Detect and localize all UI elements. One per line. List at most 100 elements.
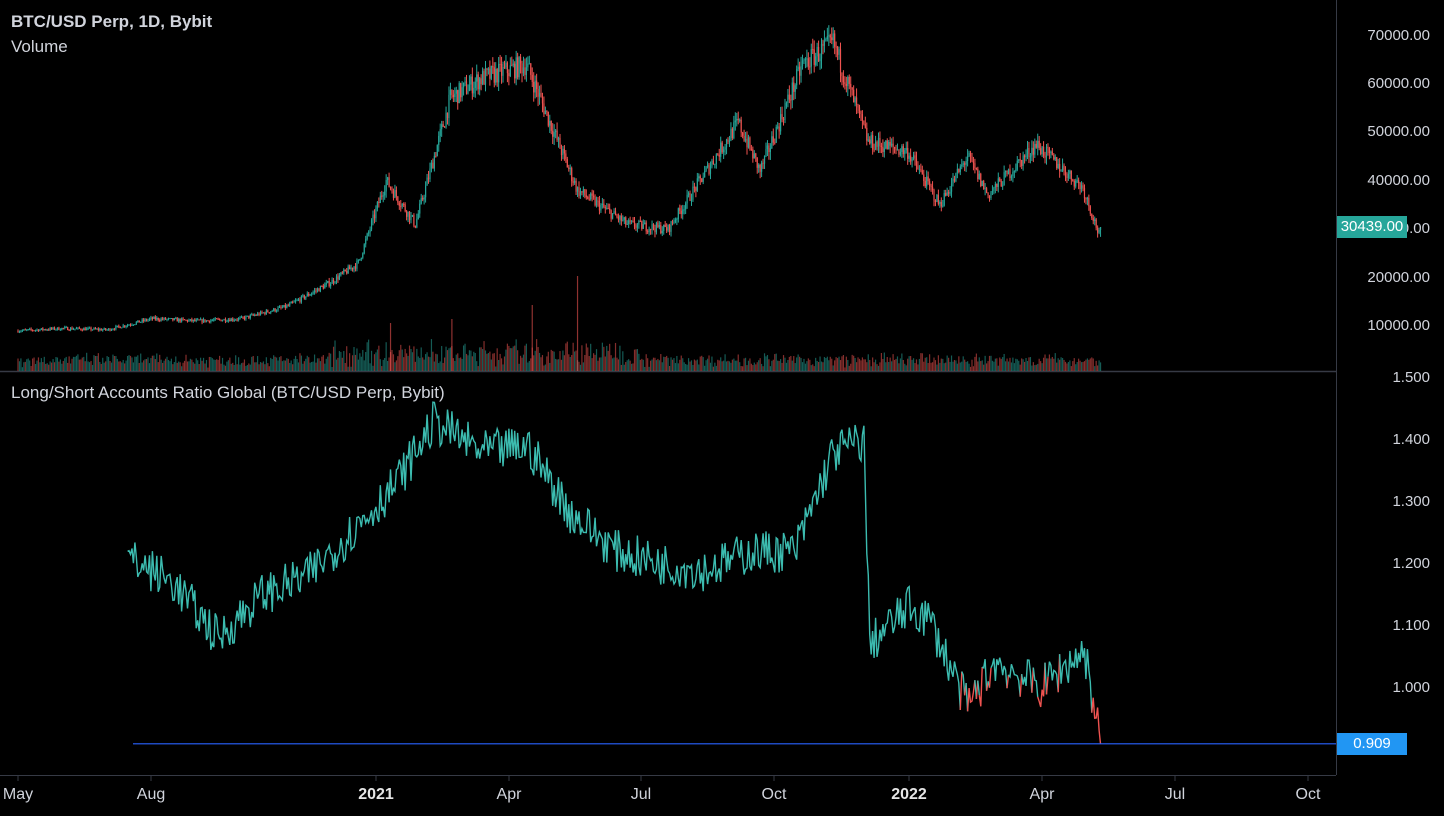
volume-bar[interactable] [844,367,846,371]
volume-bar[interactable] [717,359,719,371]
price-candle[interactable] [790,99,792,101]
price-candle[interactable] [1016,160,1018,170]
price-candle[interactable] [869,139,871,144]
volume-bar[interactable] [354,354,357,371]
volume-bar[interactable] [588,356,590,371]
price-candle[interactable] [430,162,433,169]
price-candle[interactable] [334,282,336,284]
volume-bar[interactable] [226,361,228,371]
price-candle[interactable] [151,317,154,319]
volume-bar[interactable] [1048,354,1051,371]
price-candle[interactable] [473,87,475,94]
price-candle[interactable] [723,149,725,153]
volume-bar[interactable] [864,359,866,371]
price-candle[interactable] [132,324,135,326]
volume-bar[interactable] [235,355,237,371]
volume-bar[interactable] [188,361,190,371]
price-candle[interactable] [870,135,872,144]
volume-bar[interactable] [64,358,66,371]
price-candle[interactable] [950,184,953,192]
price-candle[interactable] [211,320,213,322]
volume-bar[interactable] [464,343,466,371]
price-candle[interactable] [544,110,546,115]
price-candle[interactable] [742,132,744,136]
price-candle[interactable] [666,227,668,231]
volume-bar[interactable] [490,359,492,371]
price-candle[interactable] [639,220,641,222]
volume-bar[interactable] [959,362,961,371]
price-candle[interactable] [1095,219,1097,228]
price-candle[interactable] [771,136,773,149]
price-candle[interactable] [743,135,745,141]
volume-bar[interactable] [286,358,288,371]
price-candle[interactable] [867,139,869,141]
volume-bar[interactable] [178,361,180,371]
volume-bar[interactable] [259,362,262,371]
volume-bar[interactable] [443,357,446,371]
ratio-line-segment[interactable] [959,671,963,711]
ratio-line-segment[interactable] [1058,641,1093,713]
price-candle[interactable] [929,181,931,186]
volume-bar[interactable] [65,356,67,371]
price-candle[interactable] [623,217,625,220]
volume-bar[interactable] [94,356,97,371]
price-candle[interactable] [725,139,728,148]
price-candle[interactable] [822,43,824,46]
price-candle[interactable] [52,327,54,329]
volume-bar[interactable] [185,354,187,371]
price-candle[interactable] [354,266,357,269]
price-candle[interactable] [495,68,497,83]
volume-bar[interactable] [369,363,371,371]
price-candle[interactable] [404,204,406,212]
volume-bar[interactable] [892,354,894,371]
price-candle[interactable] [80,328,82,330]
price-candle[interactable] [737,118,739,121]
volume-bar[interactable] [1035,364,1037,371]
volume-bar[interactable] [576,276,579,371]
price-candle[interactable] [774,142,776,144]
price-candle[interactable] [37,329,40,332]
volume-bar[interactable] [86,352,88,371]
price-candle[interactable] [281,307,284,309]
price-candle[interactable] [768,145,770,153]
price-candle[interactable] [517,57,519,78]
price-candle[interactable] [233,320,235,322]
volume-bar[interactable] [335,359,338,371]
volume-bar[interactable] [159,354,161,371]
price-candle[interactable] [835,46,837,48]
price-candle[interactable] [308,293,310,296]
volume-bar[interactable] [99,361,101,371]
price-candle[interactable] [61,327,63,330]
volume-bar[interactable] [842,354,845,371]
price-candle[interactable] [983,180,985,189]
volume-bar[interactable] [46,363,48,371]
volume-bar[interactable] [125,360,127,371]
price-candle[interactable] [648,228,650,232]
volume-bar[interactable] [695,360,697,371]
price-candle[interactable] [617,216,620,220]
price-candle[interactable] [176,318,178,322]
volume-bar[interactable] [299,353,301,371]
price-candle[interactable] [902,146,904,155]
volume-bar[interactable] [334,340,336,371]
volume-bar[interactable] [633,349,636,371]
price-candle[interactable] [543,103,545,115]
price-candle[interactable] [690,199,693,201]
price-candle[interactable] [492,65,494,68]
price-candle[interactable] [470,76,472,85]
price-candle[interactable] [651,224,653,230]
volume-bar[interactable] [502,364,504,371]
volume-bar[interactable] [547,351,549,371]
price-candle[interactable] [772,136,774,143]
price-candle[interactable] [330,283,332,287]
ratio-line-segment[interactable] [1032,667,1039,697]
price-candle[interactable] [907,148,909,159]
volume-bar[interactable] [400,344,402,371]
volume-bar[interactable] [306,355,308,371]
price-candle[interactable] [252,314,254,316]
volume-bar[interactable] [1023,361,1026,371]
volume-bar[interactable] [350,366,352,371]
price-candle[interactable] [445,112,447,127]
volume-bar[interactable] [867,354,869,371]
volume-bar[interactable] [872,357,874,371]
